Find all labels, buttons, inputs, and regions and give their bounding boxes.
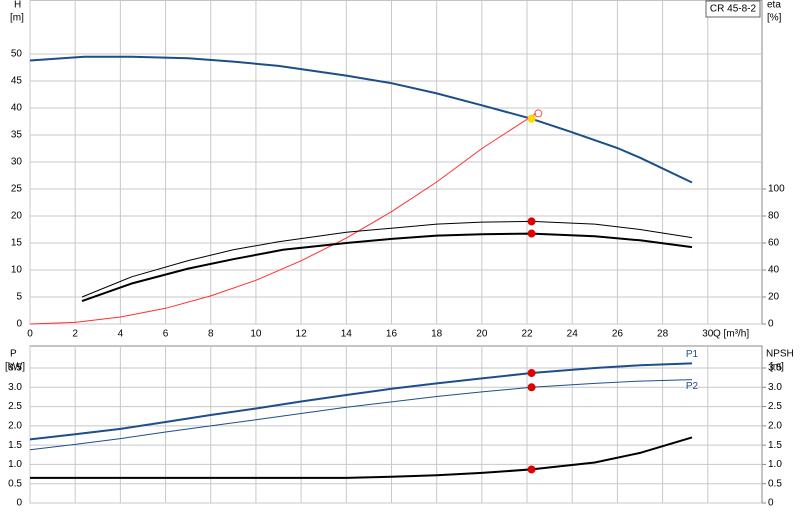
y2-axis-label: NPSH [766,349,794,360]
curve [30,436,693,479]
y2-axis-unit: [%] [767,13,782,24]
y2-tick-label: 0.5 [768,478,782,489]
y2-tick-label: 0 [768,498,774,509]
y2-tick-label: 3.5 [768,363,782,374]
curve [29,362,693,441]
y-axis-unit: [kW] [5,362,25,373]
y-axis-label: P [10,349,17,360]
x-tick-label: 2 [72,329,78,340]
duty-point [527,229,536,238]
x-tick-label: 22 [521,329,533,340]
duty-point [534,109,543,118]
duty-point [527,217,536,226]
y-tick-label: 0 [16,319,22,330]
y2-tick-label: 2.0 [768,420,782,431]
y2-tick-label: 2.5 [768,401,782,412]
y-tick-label: 0.5 [8,478,22,489]
y-tick-label: 15 [11,238,23,249]
chart-title: CR 45-8-2 [710,4,757,15]
y-tick-label: 1.0 [8,459,22,470]
y2-tick-label: 20 [768,292,780,303]
y-tick-label: 0 [16,498,22,509]
y2-axis-label: eta [767,0,781,11]
x-tick-label: 4 [118,329,124,340]
x-tick-label: 16 [386,329,398,340]
curve [29,112,537,325]
y2-tick-label: 80 [768,211,780,222]
x-tick-label: 8 [208,329,214,340]
duty-point [527,114,536,123]
curve [81,220,693,298]
curve [29,379,693,451]
y-axis-unit: [m] [10,13,24,24]
y-tick-label: 1.5 [8,440,22,451]
y2-tick-label: 0 [768,319,774,330]
x-tick-label: 18 [431,329,443,340]
legend-label: P2 [686,381,699,392]
y-tick-label: 3.5 [8,363,22,374]
x-tick-label: 6 [163,329,169,340]
y-tick-label: 3.0 [8,382,22,393]
duty-point [527,369,536,378]
x-tick-label: 10 [250,329,262,340]
y-tick-label: 35 [11,130,23,141]
y-tick-label: 45 [11,76,23,87]
duty-point [527,383,536,392]
curve [29,55,693,184]
y-tick-label: 20 [11,211,23,222]
x-tick-label: 24 [567,329,579,340]
plot-frame [29,345,763,504]
x-tick-label: 30 [702,329,714,340]
curve [81,232,693,303]
x-tick-label: 28 [657,329,669,340]
y-tick-label: 2.0 [8,420,22,431]
y2-tick-label: 3.0 [768,382,782,393]
x-tick-label: 26 [612,329,624,340]
x-tick-label: 20 [476,329,488,340]
y-tick-label: 2.5 [8,401,22,412]
y2-tick-label: 1.5 [768,440,782,451]
legend-box [705,0,761,18]
x-tick-label: 0 [27,329,33,340]
y2-tick-label: 1.0 [768,459,782,470]
y2-tick-label: 60 [768,238,780,249]
y-tick-label: 25 [11,184,23,195]
x-axis-label: Q [m³/h] [713,329,749,340]
y2-axis-unit: [m] [770,362,784,373]
y-tick-label: 30 [11,157,23,168]
y-tick-label: 5 [16,292,22,303]
duty-point [527,465,536,474]
x-tick-label: 12 [296,329,308,340]
y-axis-label: H [14,0,21,11]
legend-label: P1 [686,349,699,360]
y2-tick-label: 40 [768,265,780,276]
y-tick-label: 40 [11,103,23,114]
y-tick-label: 10 [11,265,23,276]
y2-tick-label: 100 [768,184,785,195]
y-tick-label: 50 [11,49,23,60]
x-tick-label: 14 [341,329,353,340]
